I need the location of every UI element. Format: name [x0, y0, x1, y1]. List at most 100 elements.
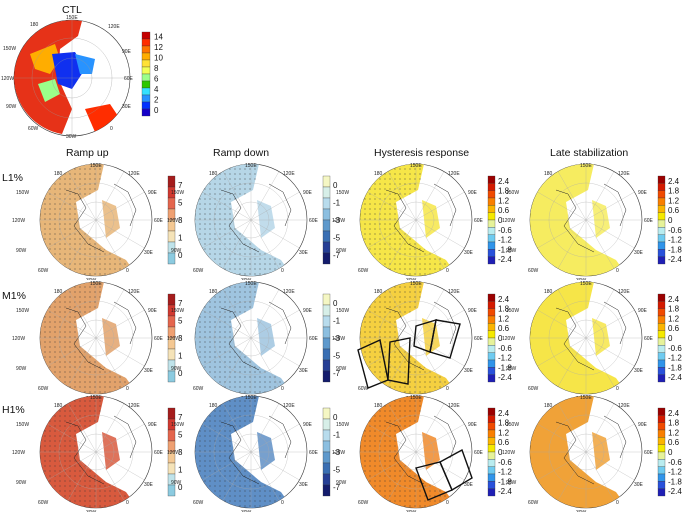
colorbar-ramp_down-row2: 0 -1 -3 -5 -7: [322, 293, 341, 383]
longitude-label: 90W: [16, 366, 27, 372]
colorbar-swatch: [657, 256, 666, 265]
colorbar-swatch: [487, 249, 496, 257]
longitude-label: 90W: [506, 480, 517, 486]
longitude-label: 30E: [464, 250, 474, 256]
longitude-label: 90E: [303, 422, 313, 428]
longitude-label: 30W: [86, 278, 97, 280]
longitude-label: 120W: [502, 218, 515, 224]
longitude-label: 90E: [148, 308, 158, 314]
map-hysteresis-row1: 150E 180 150W 120W 90W 60W 30W 120E 90E 60E 30E 0: [332, 163, 484, 280]
longitude-label: 60W: [358, 500, 369, 506]
column-title-ramp-down: Ramp down: [213, 147, 270, 159]
longitude-label: 30W: [406, 510, 417, 512]
longitude-label: 120W: [332, 218, 345, 224]
longitude-label: 30E: [299, 482, 309, 488]
colorbar-tick-label: -0.6: [668, 344, 682, 353]
colorbar-swatch: [657, 293, 666, 302]
longitude-label: 150E: [90, 163, 102, 169]
longitude-label: 60W: [193, 500, 204, 506]
colorbar-tick-label: 5: [178, 430, 183, 439]
longitude-label: 30E: [144, 250, 154, 256]
longitude-label: 90E: [468, 308, 478, 314]
colorbar-swatch: [487, 183, 496, 191]
colorbar-tick-label: 1.8: [668, 419, 680, 428]
ctl-title: CTL: [62, 4, 82, 16]
colorbar-swatch: [487, 415, 496, 423]
longitude-label: 30E: [144, 482, 154, 488]
ctl-colorbar-swatch: [141, 73, 151, 82]
colorbar-tick-label: 7: [178, 299, 183, 308]
ctl-colorbar-swatch: [141, 38, 151, 47]
longitude-label: 180: [209, 403, 218, 409]
map-field: [530, 164, 626, 276]
colorbar-swatch: [487, 212, 496, 221]
colorbar-swatch: [657, 190, 666, 199]
ctl-colorbar-tick-label: 14: [154, 32, 163, 41]
colorbar-tick-label: -1.8: [498, 245, 512, 254]
ctl-colorbar-swatch: [141, 94, 151, 103]
colorbar-late-row3: 2.41.81.20.60-0.6-1.2-1.8-2.4: [657, 407, 682, 497]
colorbar-tick-label: -1: [333, 316, 341, 325]
colorbar-swatch: [487, 256, 496, 265]
longitude-label: 180: [54, 289, 63, 295]
colorbar-swatch: [657, 205, 666, 213]
longitude-label: 120E: [283, 403, 295, 409]
ctl-colorbar-tick-label: 6: [154, 74, 159, 83]
map-ramp_down-row2: 150E 180 150W 120W 90W 60W 30W 120E 90E 60E 30E 0: [167, 281, 319, 398]
colorbar-tick-label: 1: [178, 466, 183, 475]
longitude-label: 0: [126, 500, 129, 506]
colorbar-tick-label: 5: [178, 316, 183, 325]
colorbar-tick-label: 1.2: [668, 196, 680, 205]
colorbar-swatch: [487, 481, 496, 489]
colorbar-tick-label: -3: [333, 216, 341, 225]
colorbar-swatch: [657, 437, 666, 445]
longitude-label: 0: [616, 500, 619, 506]
colorbar-tick-label: 3: [178, 216, 183, 225]
map-hysteresis-row3: 150E 180 150W 120W 90W 60W 30W 120E 90E 60E 30E 0: [332, 395, 484, 512]
colorbar-tick-label: 1.2: [498, 314, 510, 323]
longitude-label: 120W: [502, 336, 515, 342]
column-title-hysteresis-response: Hysteresis response: [374, 147, 470, 159]
longitude-label: 60W: [38, 268, 49, 274]
svg-text:150W: 150W: [3, 46, 16, 52]
longitude-label: 0: [616, 268, 619, 274]
analysis-region-outline: [413, 318, 437, 353]
colorbar-hysteresis-row1: 2.41.81.20.60-0.6-1.2-1.8-2.4: [487, 175, 512, 265]
map-field: [530, 396, 626, 508]
colorbar-tick-label: 0: [668, 334, 673, 343]
longitude-label: 60E: [309, 218, 319, 224]
colorbar-swatch: [487, 352, 496, 361]
longitude-label: 180: [544, 289, 553, 295]
colorbar-tick-label: -1.2: [668, 236, 682, 245]
colorbar-tick-label: 1.2: [498, 428, 510, 437]
colorbar-swatch: [167, 370, 176, 383]
colorbar-tick-label: 0: [498, 448, 503, 457]
longitude-label: 90E: [148, 190, 158, 196]
colorbar-swatch: [167, 484, 176, 497]
longitude-label: 60E: [154, 450, 164, 456]
longitude-label: 90E: [468, 190, 478, 196]
longitude-label: 0: [281, 386, 284, 392]
colorbar-swatch: [487, 175, 496, 184]
colorbar-tick-label: 1.2: [668, 314, 680, 323]
colorbar-swatch: [487, 323, 496, 331]
colorbar-swatch: [322, 484, 331, 497]
colorbar-swatch: [487, 473, 496, 482]
ctl-colorbar-tick-label: 2: [154, 95, 159, 104]
longitude-label: 180: [374, 403, 383, 409]
longitude-label: 30E: [634, 368, 644, 374]
colorbar-tick-label: -0.6: [498, 226, 512, 235]
longitude-label: 150E: [245, 163, 257, 169]
colorbar-tick-label: 0: [668, 448, 673, 457]
colorbar-swatch: [657, 330, 666, 339]
longitude-label: 90W: [336, 248, 347, 254]
colorbar-tick-label: -2.4: [498, 373, 512, 382]
column-title-ramp-up: Ramp up: [66, 147, 109, 159]
longitude-label: 180: [544, 171, 553, 177]
colorbar-tick-label: 7: [178, 181, 183, 190]
colorbar-swatch: [657, 308, 666, 317]
colorbar-tick-label: 0.6: [498, 206, 510, 215]
ctl-colorbar: 14 12 10 8 6 4 2 0: [140, 30, 180, 125]
longitude-label: 90E: [148, 422, 158, 428]
longitude-label: 150E: [90, 395, 102, 401]
